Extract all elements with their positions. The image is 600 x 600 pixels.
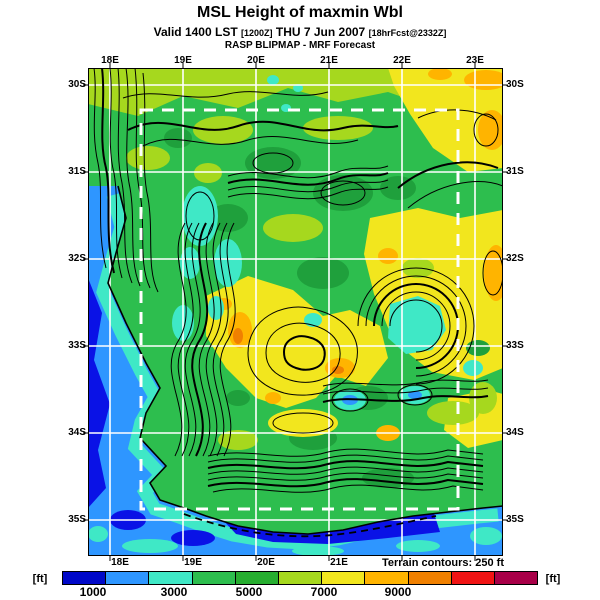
valid-prefix: Valid 1400 LST <box>153 25 238 39</box>
model-line: RASP BLIPMAP - MRF Forecast <box>224 40 376 51</box>
lon-label-bot-21e: 21E <box>330 557 348 568</box>
lon-label-top-21e: 21E <box>320 55 338 66</box>
lat-label-right-30s: 30S <box>506 79 524 90</box>
colorbar-segment <box>451 572 495 584</box>
lat-label-right-33s: 33S <box>506 340 524 351</box>
page-title: MSL Height of maxmin Wbl <box>197 4 403 21</box>
terrain-contours-note: Terrain contours: 250 ft <box>381 557 504 569</box>
colorbar-segment <box>106 572 150 584</box>
lat-label-left-34s: 34S <box>68 427 86 438</box>
colorbar-tick-7000: 7000 <box>310 585 338 599</box>
terrain-contour-lines <box>93 68 503 493</box>
lon-label-top-22e: 22E <box>393 55 411 66</box>
coastline <box>107 185 503 538</box>
colorbar-tick-3000: 3000 <box>160 585 188 599</box>
lat-label-left-30s: 30S <box>68 79 86 90</box>
colorbar-segment <box>494 572 538 584</box>
forecast-bracket: [18hrFcst@2332Z] <box>368 28 447 38</box>
valid-date: THU 7 Jun 2007 <box>275 25 366 39</box>
colorbar-tick-9000: 9000 <box>384 585 412 599</box>
south-coastline-dashed <box>183 513 437 538</box>
colorbar-segment <box>408 572 452 584</box>
lat-label-left-32s: 32S <box>68 253 86 264</box>
colorbar <box>62 571 538 585</box>
colorbar-tick-1000: 1000 <box>79 585 107 599</box>
colorbar-tick-5000: 5000 <box>235 585 263 599</box>
lat-label-left-33s: 33S <box>68 340 86 351</box>
colorbar-segment <box>322 572 366 584</box>
lon-label-bot-19e: 19E <box>184 557 202 568</box>
lat-label-right-35s: 35S <box>506 514 524 525</box>
colorbar-segment <box>278 572 323 584</box>
valid-time-line: Valid 1400 LST [1200Z] THU 7 Jun 2007 [1… <box>0 25 600 39</box>
colorbar-segment <box>235 572 279 584</box>
lon-label-top-23e: 23E <box>466 55 484 66</box>
lon-label-top-20e: 20E <box>247 55 265 66</box>
lat-label-right-31s: 31S <box>506 166 524 177</box>
colorbar-unit-left: [ft] <box>32 573 48 585</box>
colorbar-unit-right: [ft] <box>545 573 561 585</box>
lon-label-bot-18e: 18E <box>111 557 129 568</box>
lat-label-right-32s: 32S <box>506 253 524 264</box>
colorbar-segment <box>192 572 236 584</box>
lon-label-bot-20e: 20E <box>257 557 275 568</box>
colorbar-segment <box>365 572 409 584</box>
domain-boundary <box>139 108 460 511</box>
grid-lines <box>88 68 503 556</box>
lon-label-top-19e: 19E <box>174 55 192 66</box>
colorbar-segments <box>63 572 538 584</box>
lat-label-right-34s: 34S <box>506 427 524 438</box>
colorbar-segment <box>63 572 107 584</box>
run-time-bracket: [1200Z] <box>241 28 273 38</box>
map-border-and-ticks <box>83 63 508 561</box>
lon-label-top-18e: 18E <box>101 55 119 66</box>
colorbar-segment <box>149 572 193 584</box>
lat-label-left-35s: 35S <box>68 514 86 525</box>
lat-label-left-31s: 31S <box>68 166 86 177</box>
forecast-map <box>83 63 508 561</box>
